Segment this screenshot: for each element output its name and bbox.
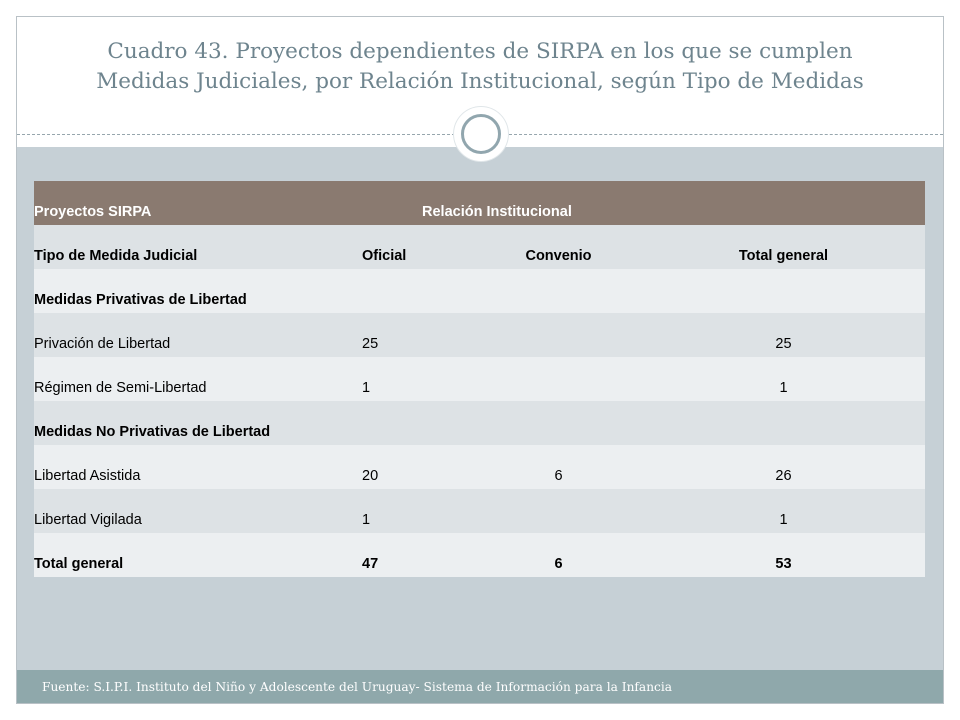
cell-convenio (475, 269, 642, 313)
table-row: Medidas Privativas de Libertad (34, 269, 925, 313)
cell-oficial: 1 (362, 357, 475, 401)
title-line-1: Cuadro 43. Proyectos dependientes de SIR… (107, 39, 853, 64)
row-label: Medidas No Privativas de Libertad (34, 401, 362, 445)
data-table: Proyectos SIRPA Relación Institucional T… (34, 181, 925, 577)
table-row: Libertad Asistida 20 6 26 (34, 445, 925, 489)
cell-total: 25 (642, 313, 925, 357)
cell-oficial (362, 269, 475, 313)
cell-convenio (475, 401, 642, 445)
decorative-circle-icon (454, 107, 508, 161)
cell-total: 1 (642, 357, 925, 401)
cell-oficial: 47 (362, 533, 475, 577)
cell-total: 26 (642, 445, 925, 489)
header-proyectos: Proyectos SIRPA (34, 181, 362, 225)
cell-convenio (475, 489, 642, 533)
cell-oficial: 1 (362, 489, 475, 533)
table-row: Privación de Libertad 25 25 (34, 313, 925, 357)
cell-oficial: 20 (362, 445, 475, 489)
divider-right (509, 134, 943, 135)
row-label: Total general (34, 533, 362, 577)
table-total-row: Total general 47 6 53 (34, 533, 925, 577)
cell-convenio: 6 (475, 445, 642, 489)
footer-bar: Fuente: S.I.P.I. Instituto del Niño y Ad… (17, 670, 943, 703)
cell-total: 1 (642, 489, 925, 533)
subheader-oficial: Oficial (362, 225, 475, 269)
source-note: Fuente: S.I.P.I. Instituto del Niño y Ad… (42, 680, 673, 694)
table-row: Libertad Vigilada 1 1 (34, 489, 925, 533)
row-label: Privación de Libertad (34, 313, 362, 357)
cell-total (642, 401, 925, 445)
table-header-row: Proyectos SIRPA Relación Institucional (34, 181, 925, 225)
table-row: Medidas No Privativas de Libertad (34, 401, 925, 445)
cell-oficial (362, 401, 475, 445)
slide: Cuadro 43. Proyectos dependientes de SIR… (16, 16, 944, 704)
cell-convenio (475, 313, 642, 357)
slide-title: Cuadro 43. Proyectos dependientes de SIR… (17, 37, 943, 97)
subheader-total-general: Total general (642, 225, 925, 269)
cell-convenio: 6 (475, 533, 642, 577)
subheader-tipo-medida: Tipo de Medida Judicial (34, 225, 362, 269)
title-line-2: Medidas Judiciales, por Relación Institu… (96, 69, 864, 94)
divider-left (17, 134, 455, 135)
row-label: Medidas Privativas de Libertad (34, 269, 362, 313)
header-relacion-institucional: Relación Institucional (362, 181, 925, 225)
cell-total: 53 (642, 533, 925, 577)
row-label: Régimen de Semi-Libertad (34, 357, 362, 401)
row-label: Libertad Vigilada (34, 489, 362, 533)
subheader-convenio: Convenio (475, 225, 642, 269)
row-label: Libertad Asistida (34, 445, 362, 489)
table-row: Régimen de Semi-Libertad 1 1 (34, 357, 925, 401)
cell-oficial: 25 (362, 313, 475, 357)
decorative-ring (461, 114, 501, 154)
cell-convenio (475, 357, 642, 401)
table-subheader-row: Tipo de Medida Judicial Oficial Convenio… (34, 225, 925, 269)
cell-total (642, 269, 925, 313)
